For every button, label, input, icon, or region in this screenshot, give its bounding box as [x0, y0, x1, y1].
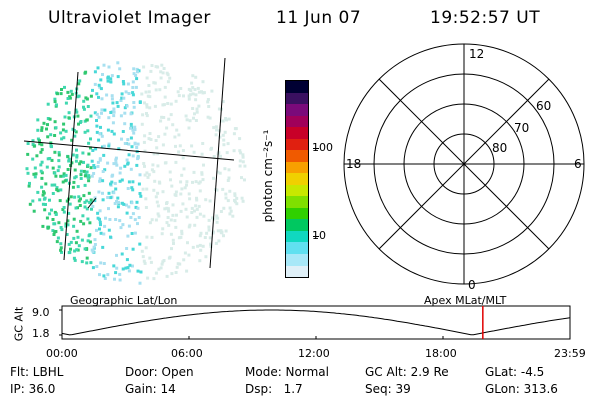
timeline-xtick-1200: 12:00: [298, 347, 330, 360]
info-glat: GLat: -4.5: [485, 365, 545, 379]
info-gc-alt: GC Alt: 2.9 Re: [365, 365, 449, 379]
info-ip: IP: 36.0: [10, 382, 56, 396]
info-filter: Flt: LBHL: [10, 365, 64, 379]
info-gain: Gain: 14: [125, 382, 176, 396]
colorbar-tick-100: 100: [312, 141, 333, 154]
instrument-title: Ultraviolet Imager: [48, 8, 211, 28]
mlt-label-12: 12: [469, 47, 484, 61]
mlt-label-6: 6: [574, 157, 582, 171]
geographic-grid-lines: [23, 57, 235, 269]
timeline-xtick-0600: 06:00: [171, 347, 203, 360]
timeline-ytick-low: 1.8: [32, 327, 50, 340]
altitude-timeline-plot: [59, 305, 571, 340]
aurora-image: [23, 57, 247, 285]
altitude-curve: [61, 309, 571, 336]
timeline-right-title: Apex MLat/MLT: [424, 294, 507, 307]
timeline-xtick-1800: 18:00: [425, 347, 457, 360]
date-label: 11 Jun 07: [276, 8, 362, 28]
timeline-xtick-0000: 00:00: [46, 347, 78, 360]
info-mode: Mode: Normal: [245, 365, 329, 379]
lat-label-70: 70: [514, 121, 529, 135]
info-dsp: Dsp: 1.7: [245, 382, 303, 396]
polar-diagonal-2: [378, 78, 550, 250]
info-seq: Seq: 39: [365, 382, 411, 396]
timeline-xtick-2359: 23:59: [554, 347, 586, 360]
colorbar: [285, 80, 309, 278]
aurora-emission-pixels: [25, 61, 247, 285]
mlt-label-18: 18: [346, 157, 361, 171]
colorbar-tick-mark-100: [313, 148, 319, 149]
time-label: 19:52:57 UT: [430, 8, 541, 28]
mlt-label-0: 0: [468, 278, 476, 292]
colorbar-tick-mark-10: [313, 236, 319, 237]
timeline-ytick-high: 9.0: [32, 306, 50, 319]
timeline-left-title: Geographic Lat/Lon: [70, 294, 178, 307]
polar-mlt-plot: 12 18 6 0 60 70 80: [343, 43, 585, 292]
lat-label-60: 60: [536, 99, 551, 113]
lat-label-80: 80: [492, 141, 507, 155]
colorbar-tick-10: 10: [312, 229, 326, 242]
info-glon: GLon: 313.6: [485, 382, 558, 396]
colorbar-unit-label: photon cm⁻²s⁻¹: [261, 129, 275, 223]
info-door: Door: Open: [125, 365, 194, 379]
